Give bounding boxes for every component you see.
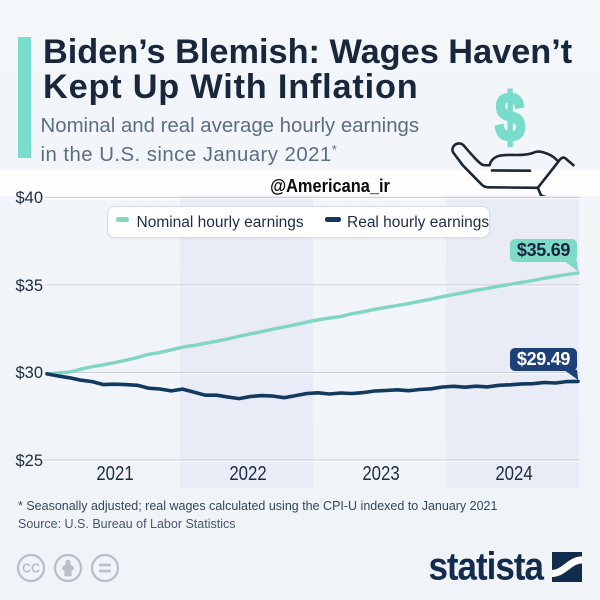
svg-text:$: $	[495, 80, 525, 155]
svg-text:CC: CC	[22, 562, 40, 576]
